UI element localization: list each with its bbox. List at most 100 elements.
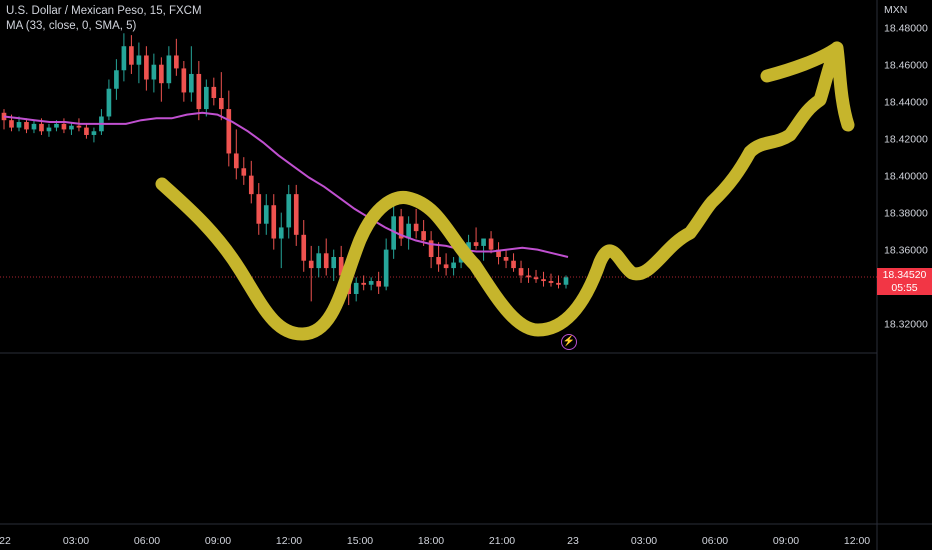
- candle-body: [114, 70, 119, 89]
- chart-legend: U.S. Dollar / Mexican Peso, 15, FXCM MA …: [6, 4, 202, 34]
- candle-body: [16, 122, 22, 128]
- candle-body: [428, 240, 434, 258]
- candle-body: [218, 97, 224, 110]
- candle-body: [203, 86, 209, 110]
- candle-body: [106, 88, 112, 117]
- candle-body: [391, 216, 396, 250]
- candle-body: [473, 242, 479, 246]
- time-tick-label: 09:00: [205, 535, 231, 547]
- time-tick-label: 18:00: [418, 535, 444, 547]
- candle-body: [488, 238, 494, 250]
- candle-body: [181, 68, 187, 93]
- candle-body: [368, 281, 374, 285]
- time-tick-label: 09:00: [773, 535, 799, 547]
- candle-body: [443, 264, 449, 269]
- time-tick-label: 03:00: [631, 535, 657, 547]
- indicator-title[interactable]: MA (33, close, 0, SMA, 5): [6, 20, 137, 32]
- candle-body: [84, 127, 89, 135]
- candle-body: [159, 64, 164, 84]
- candle-body: [61, 123, 67, 130]
- candle-body: [174, 55, 179, 69]
- candle-body: [233, 153, 239, 169]
- candle-body: [241, 168, 247, 176]
- candle-body: [301, 234, 307, 261]
- candle-body: [526, 275, 531, 278]
- candle-body: [226, 109, 232, 154]
- time-tick-label: 12:00: [844, 535, 870, 547]
- candle-body: [54, 123, 59, 128]
- candle-body: [466, 242, 471, 250]
- candle-body: [413, 223, 419, 232]
- candle-body: [563, 277, 569, 285]
- candle-body: [286, 194, 292, 228]
- candle-body: [533, 277, 539, 280]
- price-tick-label: 18.38000: [884, 208, 928, 220]
- drawing-curve[interactable]: [155, 41, 855, 341]
- candle-body: [263, 205, 269, 224]
- candle-body: [548, 281, 554, 283]
- time-tick-label: 22: [0, 535, 11, 547]
- candle-body: [69, 125, 74, 130]
- candle-body: [383, 249, 389, 287]
- candle-body: [136, 55, 142, 65]
- bar-countdown: 05:55: [891, 282, 918, 294]
- candle-body: [406, 223, 411, 239]
- candle-body: [518, 268, 524, 276]
- candle-body: [121, 46, 127, 71]
- symbol-title[interactable]: U.S. Dollar / Mexican Peso, 15, FXCM: [6, 5, 202, 17]
- candle-body: [278, 227, 284, 239]
- candle-body: [481, 238, 486, 246]
- candle-body: [129, 46, 134, 65]
- time-tick-label: 15:00: [347, 535, 373, 547]
- price-tick-label: 18.44000: [884, 97, 928, 109]
- candle-body: [338, 257, 344, 276]
- candle-body: [46, 127, 52, 132]
- candle-body: [151, 64, 157, 80]
- time-tick-label: 21:00: [489, 535, 515, 547]
- candle-body: [211, 86, 217, 98]
- time-tick-label: 23: [567, 535, 579, 547]
- price-tick-label: 18.42000: [884, 134, 928, 146]
- price-tick-label: 18.32000: [884, 319, 928, 331]
- candle-body: [353, 282, 359, 294]
- candle-body: [31, 123, 37, 130]
- price-tick-label: 18.46000: [884, 60, 928, 72]
- candle-body: [451, 262, 456, 269]
- candle-body: [376, 281, 381, 287]
- time-tick-label: 06:00: [702, 535, 728, 547]
- candle-body: [1, 112, 7, 121]
- candle-body: [421, 231, 426, 241]
- candle-body: [144, 55, 149, 80]
- last-price-tag: 18.34520 05:55: [877, 268, 932, 295]
- candle-body: [39, 123, 44, 132]
- candle-body: [503, 257, 509, 261]
- candle-body: [9, 120, 14, 128]
- time-tick-label: 03:00: [63, 535, 89, 547]
- candle-body: [316, 253, 322, 269]
- candle-body: [248, 175, 254, 195]
- moving-average-line: [3, 111, 569, 258]
- candle-body: [323, 253, 329, 269]
- candle-body: [436, 257, 441, 265]
- candle-body: [76, 125, 82, 128]
- price-tick-label: 18.48000: [884, 23, 928, 35]
- candle-body: [293, 194, 299, 235]
- candle-body: [511, 260, 516, 269]
- candle-body: [331, 257, 337, 269]
- candle-body: [271, 205, 277, 239]
- price-tick-label: 18.36000: [884, 245, 928, 257]
- time-tick-label: 06:00: [134, 535, 160, 547]
- candle-body: [496, 249, 501, 258]
- currency-label: MXN: [884, 4, 907, 16]
- candle-body: [91, 131, 97, 135]
- lightning-icon[interactable]: ⚡: [561, 334, 577, 350]
- candle-body: [361, 282, 367, 285]
- candle-body: [189, 73, 194, 93]
- last-price-value: 18.34520: [882, 269, 927, 281]
- candle-body: [196, 73, 202, 110]
- candle-body: [398, 216, 404, 239]
- candle-body: [556, 282, 561, 285]
- time-axis[interactable]: 22 03:00 06:00 09:00 12:00 15:00 18:00 21:00 23 0…: [0, 535, 870, 547]
